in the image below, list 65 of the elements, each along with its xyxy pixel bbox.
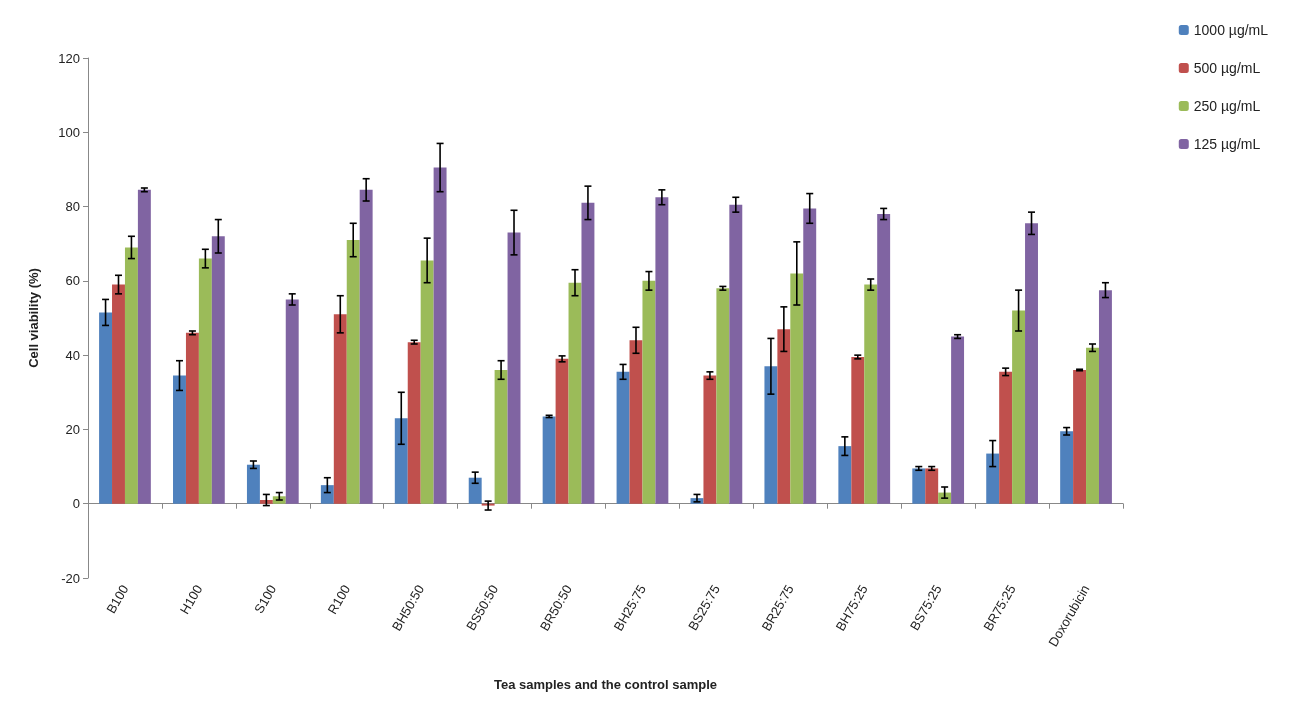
bar xyxy=(777,329,791,504)
bar xyxy=(420,260,434,504)
bar xyxy=(99,312,113,504)
bar xyxy=(1086,347,1099,504)
bar xyxy=(655,197,669,504)
bar xyxy=(185,332,199,504)
y-tick-label: 20 xyxy=(65,421,80,437)
legend-label: 125 µg/mL xyxy=(1193,136,1261,152)
x-axis-title: Tea samples and the control sample xyxy=(494,677,717,692)
bar xyxy=(616,371,630,504)
bar xyxy=(986,453,1000,504)
bar xyxy=(851,357,865,504)
bar xyxy=(999,371,1013,504)
bar xyxy=(285,299,299,504)
bar xyxy=(137,189,151,504)
bar xyxy=(951,336,965,504)
bar xyxy=(346,240,360,504)
bar xyxy=(877,214,891,504)
bar xyxy=(542,416,556,504)
bar xyxy=(912,468,926,504)
bar xyxy=(925,468,939,504)
bar xyxy=(729,204,743,504)
bar xyxy=(568,282,582,504)
bar xyxy=(112,284,125,504)
bar xyxy=(124,247,138,504)
bar xyxy=(211,236,225,504)
legend-label: 250 µg/mL xyxy=(1193,98,1261,114)
bar xyxy=(716,288,730,504)
bar xyxy=(555,358,569,504)
bar xyxy=(333,314,347,504)
y-axis-title: Cell viability (%) xyxy=(26,268,41,368)
bar xyxy=(1060,431,1074,504)
y-tick-label: 0 xyxy=(72,496,80,512)
y-tick-label: 100 xyxy=(58,124,80,140)
bar xyxy=(1012,310,1026,504)
bar xyxy=(173,375,186,504)
bar xyxy=(629,340,643,504)
bar xyxy=(468,477,482,504)
bar xyxy=(433,167,447,504)
bar xyxy=(394,418,408,504)
bar xyxy=(803,208,817,504)
bar xyxy=(642,280,656,504)
y-tick-label: 80 xyxy=(65,199,80,215)
bar xyxy=(507,232,521,504)
y-tick-label: 60 xyxy=(65,273,80,289)
bar xyxy=(764,366,778,504)
bar xyxy=(320,485,334,504)
bar xyxy=(581,202,595,504)
bar xyxy=(838,446,852,504)
legend-label: 500 µg/mL xyxy=(1193,60,1261,76)
bar xyxy=(246,464,260,504)
bar xyxy=(864,284,878,504)
y-tick-label: 40 xyxy=(65,347,80,363)
bar xyxy=(790,273,804,504)
bar xyxy=(198,258,212,504)
bar xyxy=(1025,223,1038,504)
bar xyxy=(359,189,373,504)
bar xyxy=(1098,290,1112,504)
bar xyxy=(407,342,421,504)
bar xyxy=(1073,370,1087,504)
bar xyxy=(494,370,508,504)
y-tick-label: 120 xyxy=(58,50,80,66)
y-tick-label: -20 xyxy=(61,570,80,586)
legend-label: 1000 µg/mL xyxy=(1193,22,1269,38)
bar xyxy=(703,375,717,504)
